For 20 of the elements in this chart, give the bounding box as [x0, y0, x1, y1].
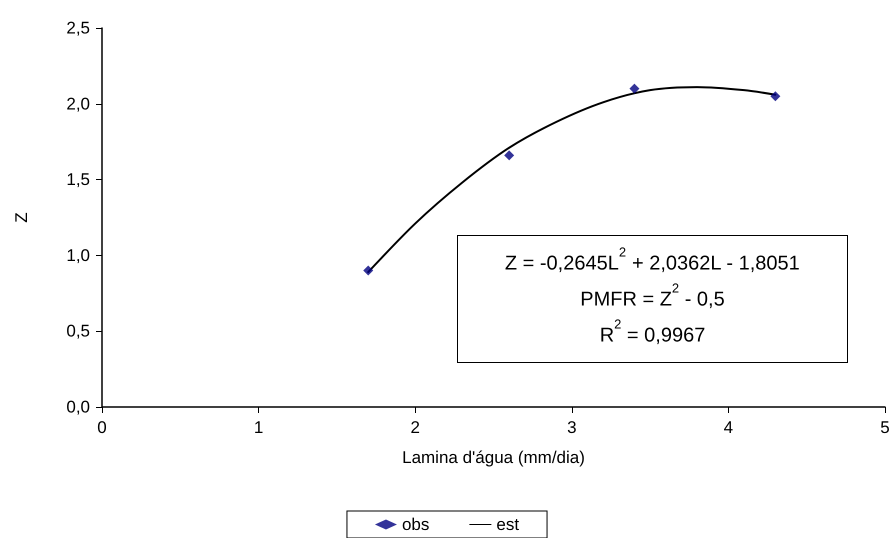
legend-label: est: [496, 515, 520, 534]
y-axis-title: Z: [12, 212, 31, 223]
y-tick-label: 2,5: [66, 18, 90, 38]
point: [770, 91, 780, 102]
x-tick-label: 4: [724, 418, 734, 437]
point: [629, 84, 640, 94]
x-axis-title: Lamina d'água (mm/dia): [402, 448, 585, 467]
x-tick-label: 0: [97, 418, 107, 437]
y-tick-label: 1,5: [66, 170, 90, 190]
y-tick-label: 0,0: [66, 398, 90, 416]
x-tick-label: 2: [410, 418, 420, 437]
x-tick-label: 3: [567, 418, 577, 437]
y-tick-label: 1,0: [66, 246, 90, 265]
point: [363, 266, 374, 276]
x-tick-label: 1: [254, 418, 264, 437]
y-tick-label: 2,0: [66, 94, 90, 114]
y-tick-label: 0,5: [66, 322, 90, 341]
point: [504, 150, 514, 160]
legend-label: obs: [402, 515, 430, 534]
x-tick-label: 5: [880, 418, 890, 437]
